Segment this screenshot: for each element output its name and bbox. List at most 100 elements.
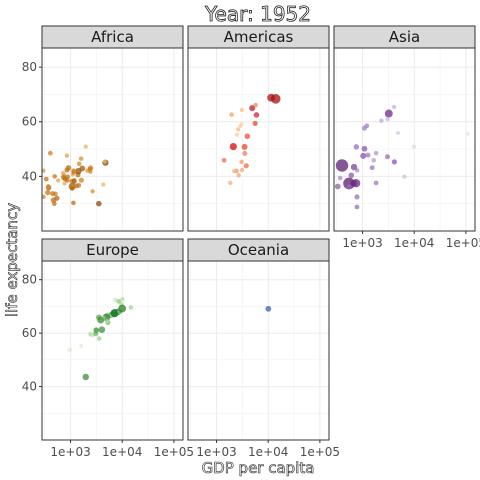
data-point (61, 174, 67, 181)
data-point (384, 154, 390, 160)
data-point (369, 165, 375, 170)
data-point (244, 133, 251, 140)
panel-border-oceania (187, 260, 330, 441)
data-point (385, 117, 390, 122)
data-point (337, 175, 343, 181)
data-point (78, 177, 84, 183)
facet-panel-africa: Africa 40 60 80 (22, 25, 184, 232)
data-point (236, 173, 241, 178)
data-point (78, 156, 84, 161)
data-point (112, 297, 118, 302)
data-point (71, 168, 77, 174)
data-point (88, 169, 93, 174)
data-point (392, 104, 397, 110)
data-point (230, 144, 237, 151)
facet-panel-americas: Americas (187, 25, 330, 232)
data-point (365, 152, 371, 158)
data-point (348, 172, 355, 179)
data-point (242, 150, 248, 156)
data-point (411, 144, 416, 149)
data-point (350, 163, 358, 171)
panel-border-asia (333, 47, 476, 232)
data-point (239, 107, 244, 113)
data-point (110, 308, 119, 318)
data-point (102, 159, 107, 164)
facets: Africa406080AmericasAsia1e+031e+041e+05E… (22, 25, 480, 459)
facet-panel-asia: Asia 1e+03 1e+04 1e+05 (333, 25, 480, 250)
data-point (239, 122, 244, 127)
data-point (391, 159, 397, 165)
data-point (221, 157, 227, 163)
data-point (93, 327, 100, 334)
data-point (67, 347, 73, 352)
data-point (232, 168, 237, 174)
data-point (90, 189, 95, 194)
x-tick-label: 1e+03 (196, 445, 236, 459)
data-point (465, 131, 470, 136)
data-point (82, 373, 89, 381)
data-point (71, 200, 76, 206)
chart-title: Year: 1952 (204, 2, 311, 26)
panel-border-americas (187, 47, 330, 232)
y-tick-label: 60 (22, 326, 37, 340)
x-tick-label: 1e+05 (154, 445, 194, 459)
data-point (45, 189, 51, 196)
data-point (79, 165, 86, 172)
panel-border-europe (41, 260, 184, 441)
data-point (241, 143, 248, 150)
data-point (334, 183, 341, 190)
data-point (79, 343, 84, 348)
data-point (239, 159, 244, 165)
data-point (52, 174, 57, 179)
x-tick-label: 1e+03 (50, 445, 90, 459)
y-axis-title: life expectancy (3, 203, 21, 317)
strip-label-asia: Asia (389, 28, 420, 46)
data-point (56, 178, 61, 183)
data-point (236, 127, 241, 132)
y-tick-label: 80 (22, 273, 37, 287)
data-point (354, 204, 360, 210)
data-point (351, 179, 361, 188)
y-tick-label: 60 (22, 115, 37, 129)
panel-bg-oceania (188, 261, 329, 440)
data-point (96, 336, 102, 341)
strip-label-africa: Africa (91, 28, 134, 46)
data-point (335, 159, 349, 172)
x-tick-label: 1e+05 (300, 445, 340, 459)
data-point (104, 319, 110, 324)
x-tick-label: 1e+04 (248, 445, 288, 459)
data-point (47, 150, 53, 156)
panel-border-africa (41, 47, 184, 232)
data-point (239, 167, 245, 173)
x-axis-title: GDP per capita (202, 459, 315, 477)
panel-bg-asia (334, 48, 475, 231)
data-point (68, 182, 76, 191)
data-point (253, 102, 258, 108)
data-point (354, 194, 360, 200)
data-point (373, 150, 379, 156)
data-point (97, 316, 105, 324)
data-point (64, 177, 70, 183)
panel-bg-europe (42, 261, 183, 440)
data-point (64, 153, 70, 158)
data-point (116, 298, 122, 304)
strip-label-oceania: Oceania (228, 241, 289, 259)
data-point (252, 120, 258, 126)
data-point (379, 118, 384, 123)
y-tick-label: 80 (22, 60, 37, 74)
y-tick-label: 40 (22, 169, 37, 183)
data-point (128, 305, 134, 310)
data-point (361, 145, 368, 152)
panel-bg-americas (188, 48, 329, 231)
data-point (43, 176, 49, 182)
data-point (402, 174, 407, 179)
strip-label-americas: Americas (224, 28, 294, 46)
data-point (265, 305, 272, 312)
data-point (395, 130, 400, 135)
x-tick-label: 1e+05 (446, 236, 480, 250)
panel-bg-africa (42, 48, 183, 231)
data-point (83, 144, 88, 149)
data-point (343, 177, 355, 190)
data-point (98, 326, 106, 333)
